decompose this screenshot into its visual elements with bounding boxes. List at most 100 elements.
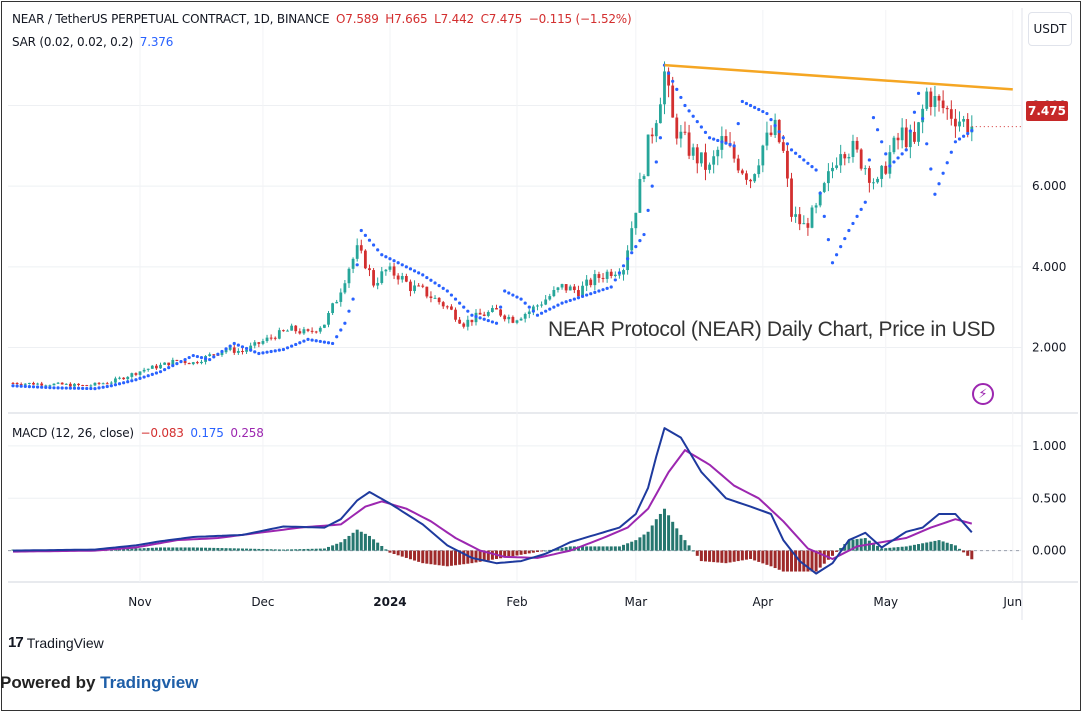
sar-dot [830, 261, 835, 265]
candle-body [241, 351, 244, 353]
tradingview-logo[interactable]: 17 TradingView [8, 634, 104, 651]
lightning-icon[interactable]: ⚡ [972, 383, 994, 405]
macd-histogram-bar [322, 548, 326, 551]
sar-dot [290, 344, 294, 348]
candle-body [859, 149, 863, 169]
candle-body [277, 330, 281, 339]
sar-dot [642, 232, 646, 237]
macd-histogram-bar [585, 546, 589, 551]
candle-body [77, 383, 80, 386]
macd-histogram-bar [511, 550, 515, 557]
candle-body [863, 168, 867, 170]
macd-histogram-bar [900, 546, 904, 551]
candle-body [335, 301, 339, 304]
candle-body [679, 131, 683, 139]
candle-body [712, 156, 716, 165]
sar-dot [277, 348, 281, 352]
candle-body [421, 285, 425, 287]
sar-dot [343, 321, 347, 325]
macd-histogram-bar [347, 535, 351, 551]
candle-body [872, 182, 875, 184]
currency-button[interactable]: USDT [1028, 12, 1072, 46]
macd-histogram-bar [593, 546, 597, 551]
macd-histogram-bar [507, 550, 511, 557]
macd-histogram-bar [216, 547, 220, 551]
sar-dot [351, 297, 355, 301]
sar-dot [490, 320, 495, 324]
sar-dot [285, 346, 290, 350]
candle-body [236, 351, 240, 353]
sar-dot [617, 271, 622, 275]
candle-body [945, 108, 949, 110]
macd-histogram-bar [396, 550, 400, 556]
macd-histogram-bar [970, 550, 974, 560]
sar-dot [851, 221, 855, 226]
macd-histogram-bar [519, 550, 523, 555]
candle-body [908, 131, 912, 148]
macd-histogram-bar [318, 548, 322, 551]
sar-dot [822, 214, 826, 219]
candle-body [491, 308, 494, 312]
sar-dot [744, 101, 749, 106]
macd-label[interactable]: MACD (12, 26, close) [12, 426, 134, 440]
macd-histogram-bar [175, 547, 179, 551]
sar-dot [843, 236, 847, 241]
sar-dot [806, 161, 810, 165]
macd-histogram-bar [613, 546, 617, 551]
macd-histogram-bar [281, 549, 285, 551]
candle-body [642, 176, 646, 180]
macd-histogram-bar [240, 548, 244, 551]
sar-dot [654, 160, 658, 164]
macd-histogram-bar [195, 547, 199, 551]
macd-histogram-bar [851, 539, 855, 551]
macd-line-value: 0.175 [190, 426, 224, 440]
macd-histogram-bar [564, 547, 568, 551]
candle-body [155, 365, 158, 369]
candle-body [949, 109, 953, 119]
sar-dot [634, 245, 638, 249]
candle-body [175, 359, 179, 361]
macd-histogram-bar [331, 545, 335, 551]
macd-histogram-bar [314, 548, 318, 551]
macd-histogram-bar [351, 532, 355, 551]
macd-histogram-bar [257, 548, 261, 551]
macd-histogram-bar [962, 550, 966, 553]
macd-histogram-bar [667, 515, 671, 551]
macd-histogram-bar [380, 545, 384, 551]
sar-dot [89, 386, 93, 391]
candle-body [212, 354, 216, 356]
candle-body [159, 364, 162, 369]
candle-body [208, 354, 212, 357]
sar-dot [834, 253, 839, 257]
macd-histogram-bar [630, 541, 634, 551]
sar-dot [322, 340, 327, 344]
macd-histogram-bar [134, 548, 138, 551]
candle-body [904, 127, 908, 148]
candle-body [261, 341, 265, 344]
candle-body [343, 283, 347, 293]
macd-histogram-bar [490, 550, 494, 560]
macd-histogram-bar [404, 550, 408, 558]
sar-dot [412, 269, 417, 273]
candle-body [790, 178, 793, 217]
candle-body [433, 297, 437, 299]
symbol-title[interactable]: NEAR / TetherUS PERPETUAL CONTRACT, 1D, … [12, 12, 330, 26]
sar-dot [802, 158, 806, 162]
macd-histogram-bar [917, 544, 921, 551]
sar-dot [253, 350, 257, 354]
macd-hist-value: −0.083 [140, 426, 184, 440]
sar-dot [126, 380, 130, 384]
sar-dot [527, 305, 531, 309]
sar-dot [814, 168, 818, 172]
sar-dot [64, 386, 68, 390]
macd-histogram-bar [609, 546, 613, 551]
macd-histogram-bar [445, 550, 449, 567]
candle-body [708, 164, 711, 170]
open-value: O7.589 [336, 12, 379, 26]
sar-dot [236, 343, 240, 347]
sar-dot [314, 339, 318, 343]
sar-label[interactable]: SAR (0.02, 0.02, 0.2) [12, 35, 134, 49]
powered-link[interactable]: Tradingview [100, 673, 199, 692]
macd-histogram-bar [634, 540, 638, 551]
